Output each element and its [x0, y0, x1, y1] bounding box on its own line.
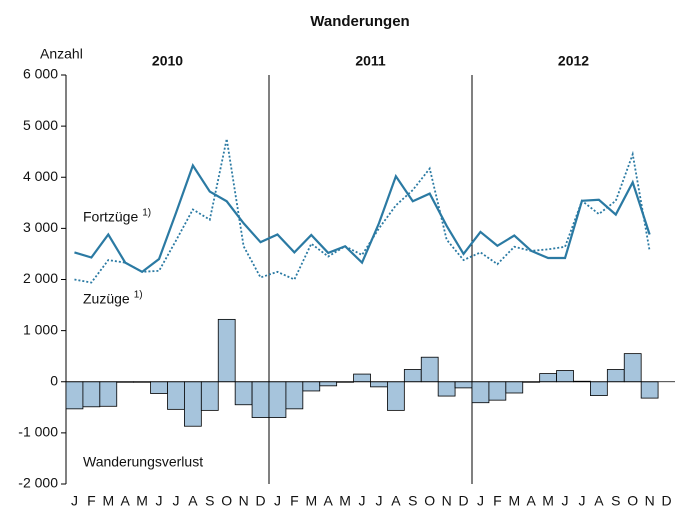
bar: [437, 381, 456, 397]
x-tick-label: J: [477, 493, 484, 509]
bar: [353, 373, 371, 383]
x-tick-label: M: [542, 493, 554, 509]
x-tick-label: S: [611, 493, 620, 509]
x-tick-label: J: [578, 493, 585, 509]
bar: [99, 381, 118, 407]
bar: [488, 381, 507, 401]
bar: [285, 381, 304, 410]
bar: [539, 373, 557, 383]
bar: [454, 381, 473, 389]
x-tick-label: J: [172, 493, 179, 509]
x-tick-label: N: [239, 493, 249, 509]
x-tick-label: A: [121, 493, 131, 509]
x-tick-label: J: [375, 493, 382, 509]
bar: [268, 381, 287, 418]
x-tick-label: A: [324, 493, 334, 509]
series-label: Zuzüge: [83, 291, 130, 307]
series-label: Wanderungsverlust: [83, 454, 203, 470]
bar: [200, 381, 219, 411]
chart-title: Wanderungen: [310, 13, 409, 30]
x-tick-label: O: [627, 493, 638, 509]
bar: [302, 381, 321, 392]
x-tick-label: O: [424, 493, 435, 509]
footnote-mark: 1): [134, 290, 143, 301]
bar: [319, 381, 338, 387]
x-tick-label: J: [156, 493, 163, 509]
footnote-mark: 1): [142, 208, 151, 219]
bar: [184, 381, 202, 427]
bar: [234, 381, 253, 406]
x-tick-label: A: [527, 493, 537, 509]
x-tick-label: J: [562, 493, 569, 509]
line: [74, 163, 651, 274]
x-tick-label: S: [408, 493, 417, 509]
x-tick-label: N: [442, 493, 452, 509]
x-tick-label: N: [645, 493, 655, 509]
x-tick-label: J: [71, 493, 78, 509]
bar: [217, 318, 236, 383]
x-tick-label: D: [458, 493, 468, 509]
x-tick-label: D: [661, 493, 671, 509]
bar: [556, 370, 574, 383]
bar: [471, 381, 490, 404]
x-tick-label: M: [305, 493, 317, 509]
x-tick-label: F: [87, 493, 96, 509]
x-tick-label: M: [102, 493, 114, 509]
bar: [167, 381, 185, 410]
bar: [370, 381, 388, 388]
x-tick-label: A: [188, 493, 198, 509]
y-tick-label: 3 000: [23, 219, 58, 235]
bar: [150, 381, 168, 394]
y-tick-label: 2 000: [23, 270, 58, 286]
year-label: 2011: [355, 53, 386, 69]
bar: [403, 369, 422, 383]
bar: [590, 381, 608, 396]
x-tick-label: O: [221, 493, 232, 509]
x-tick-label: A: [594, 493, 604, 509]
x-tick-label: S: [205, 493, 214, 509]
series-label: Fortzüge: [83, 209, 138, 225]
y-tick-label: 6 000: [23, 66, 58, 82]
x-tick-label: M: [136, 493, 148, 509]
bar: [82, 381, 101, 408]
year-label: 2010: [152, 53, 183, 69]
y-tick-label: -2 000: [18, 475, 58, 491]
bar: [251, 381, 270, 418]
y-tick-label: 4 000: [23, 168, 58, 184]
x-tick-label: M: [508, 493, 520, 509]
x-tick-label: M: [339, 493, 351, 509]
bar: [623, 353, 642, 383]
bar: [640, 381, 659, 399]
bar: [387, 381, 405, 411]
x-tick-label: J: [274, 493, 281, 509]
y-tick-label: 0: [50, 372, 58, 388]
x-tick-label: J: [359, 493, 366, 509]
y-tick-label: -1 000: [18, 424, 58, 440]
y-tick-label: 5 000: [23, 117, 58, 133]
y-axis-label: Anzahl: [40, 46, 83, 62]
y-tick-label: 1 000: [23, 321, 58, 337]
line: [74, 138, 651, 284]
x-tick-label: F: [493, 493, 502, 509]
x-tick-label: F: [290, 493, 299, 509]
year-label: 2012: [558, 53, 589, 69]
bar: [505, 381, 524, 394]
x-tick-label: A: [391, 493, 401, 509]
bar: [420, 356, 439, 383]
bar: [606, 369, 625, 383]
bar: [65, 381, 84, 410]
x-tick-label: D: [255, 493, 265, 509]
